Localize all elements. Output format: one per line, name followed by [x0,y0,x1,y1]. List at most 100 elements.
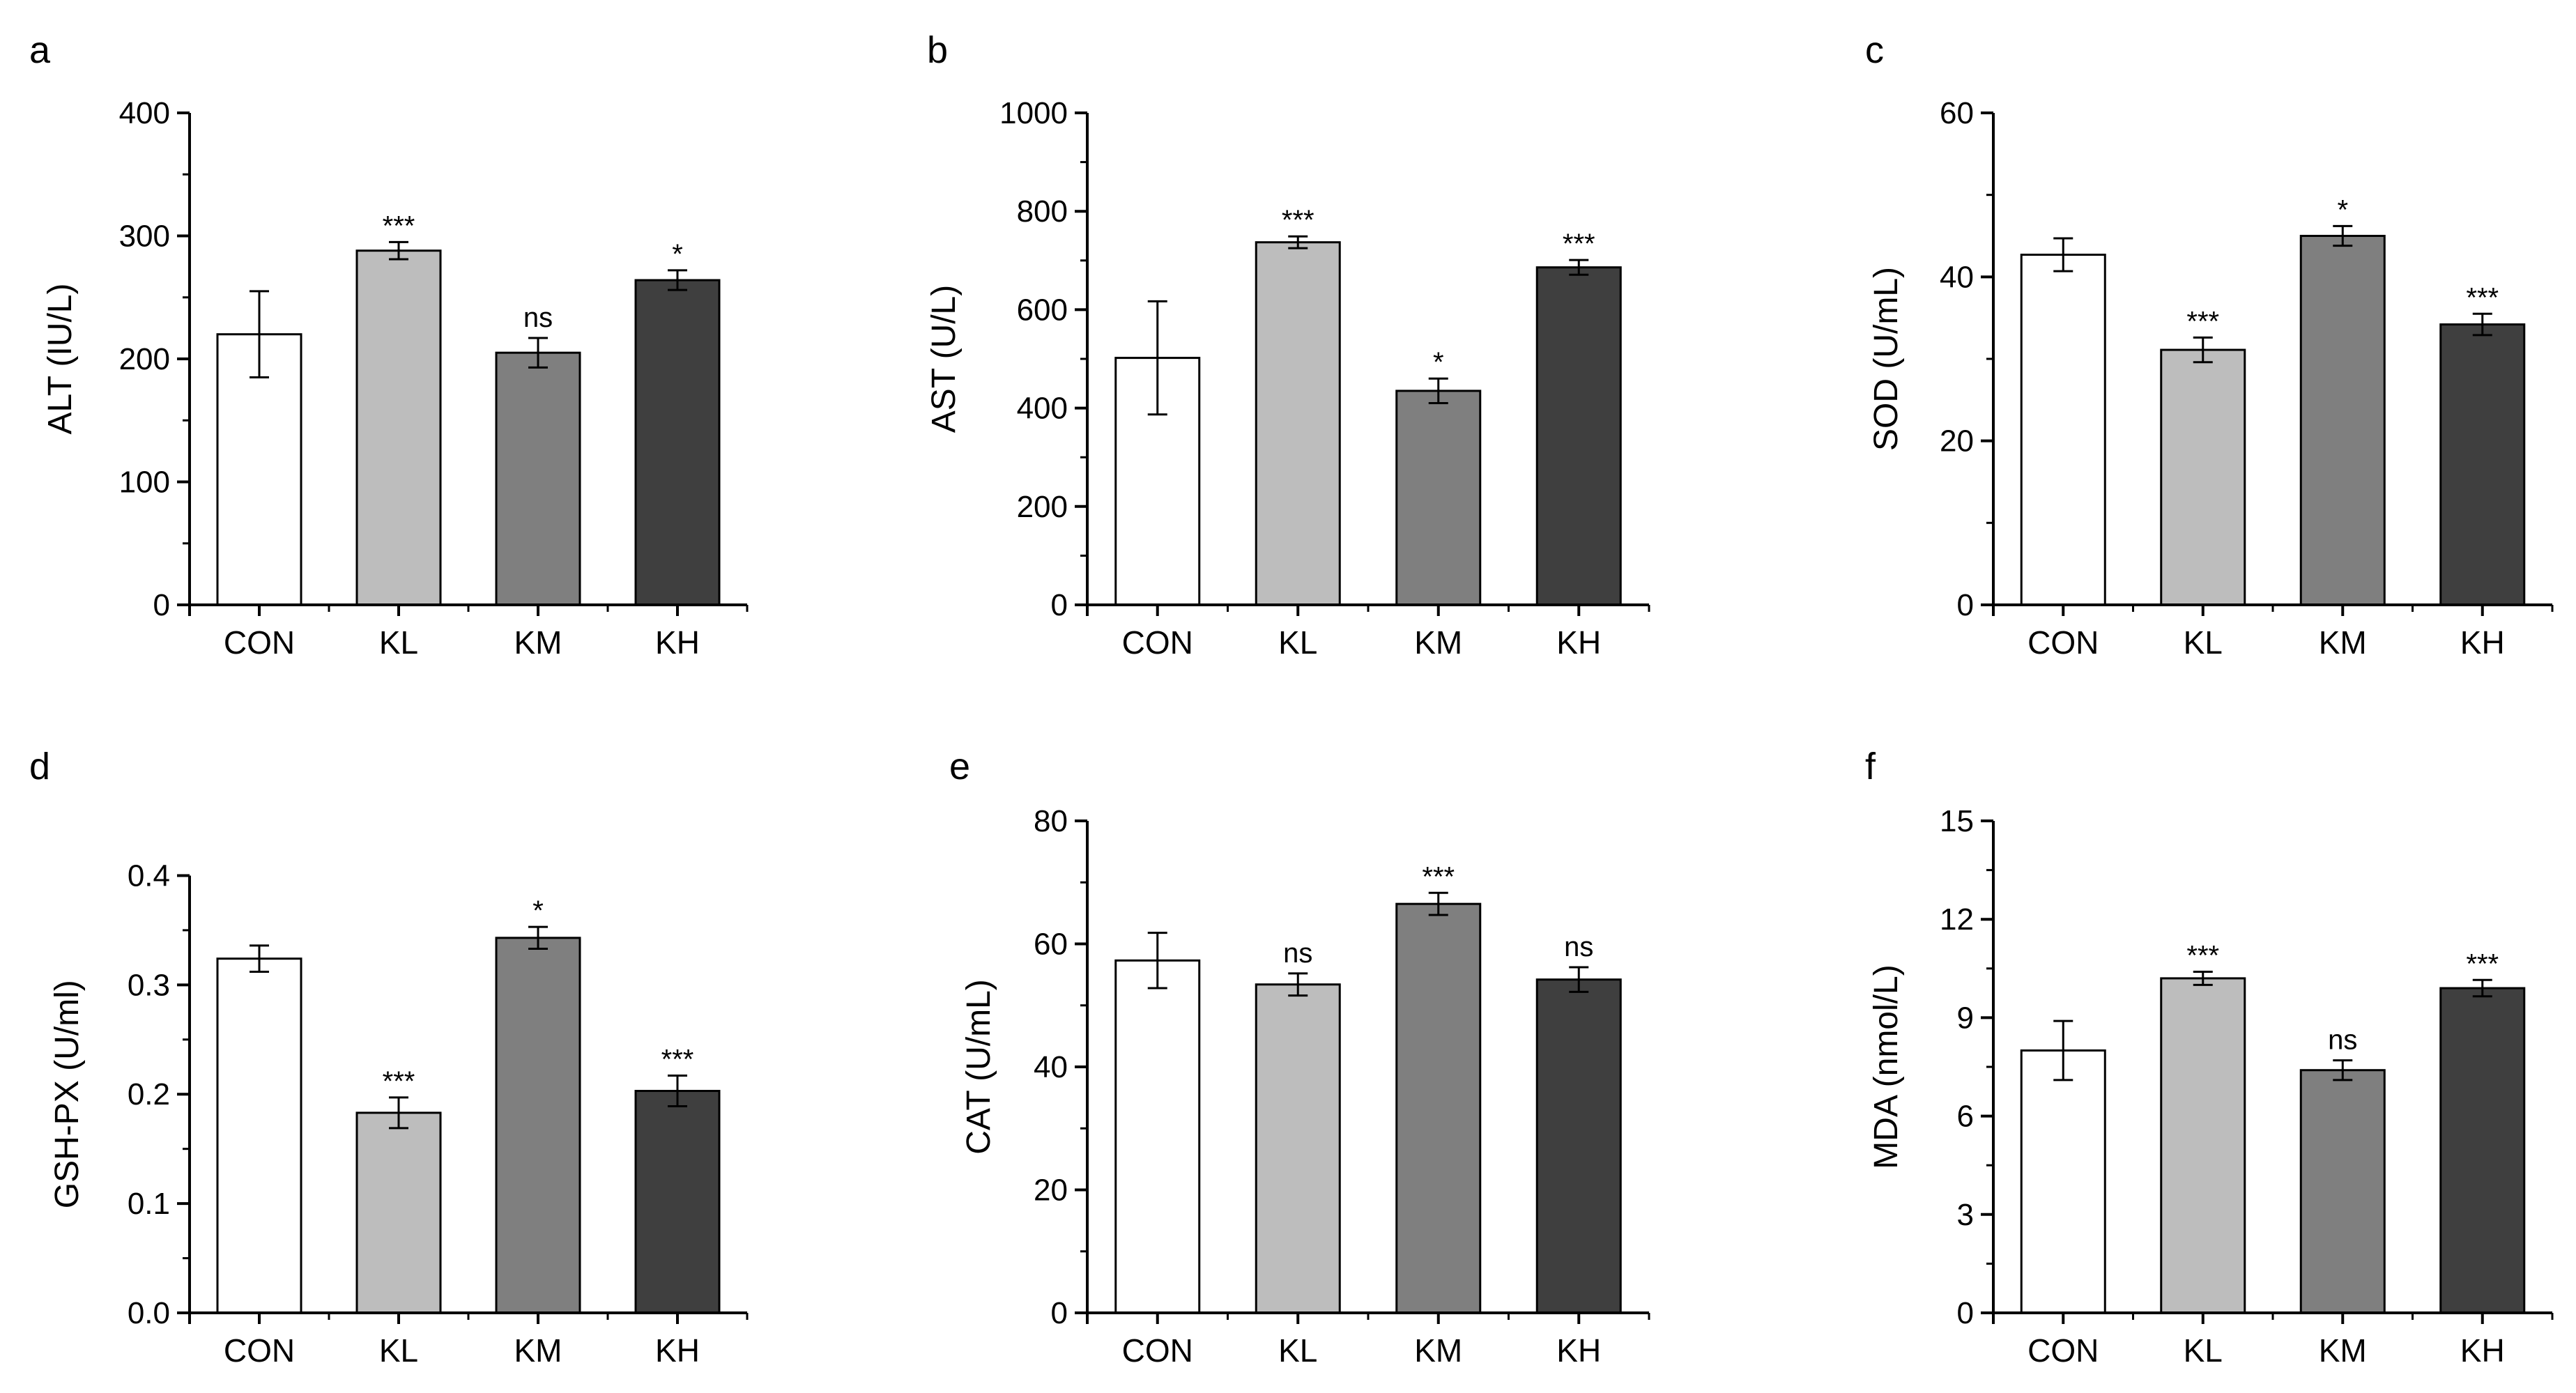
panel-letter: c [1865,29,1884,71]
error-bar [2333,224,2353,247]
y-tick-label: 3 [1957,1198,1974,1232]
significance-label: * [2337,194,2348,225]
x-category-label: KM [2319,624,2367,661]
y-tick-label: 0 [1051,588,1068,622]
bar-km [495,351,581,606]
x-category-label: KM [1414,1332,1462,1369]
x-category-label: KM [2319,1332,2367,1369]
significance-label: *** [1563,229,1595,259]
x-category-label: KH [1556,1332,1601,1369]
x-category-label: CON [1122,1332,1193,1369]
error-bar [2472,312,2492,337]
bar-kh [2439,323,2526,606]
panel-a: a *** ns * 0 100 200 300 400 CON KL KM KH ALT (IU/L) [29,29,749,661]
error-bar [2193,971,2213,986]
error-bar [668,1075,687,1107]
y-tick-label: 60 [1034,928,1068,962]
x-category-label: KM [514,1332,562,1369]
bar-kh [1535,266,1622,606]
x-category-label: KL [379,624,418,661]
bar-kl [2160,977,2246,1314]
x-category-label: CON [1122,624,1193,661]
panel-letter: d [29,746,50,787]
y-tick-label: 9 [1957,1001,1974,1035]
x-category-label: KL [2184,624,2223,661]
significance-label: ns [1564,932,1593,962]
x-category-label: KH [2460,1332,2505,1369]
significance-label: *** [1422,861,1455,892]
significance-label: ns [1283,938,1312,969]
y-tick-label: 600 [1017,293,1068,327]
significance-label: *** [383,1066,415,1097]
y-tick-label: 1000 [999,96,1068,130]
y-tick-label: 200 [1017,490,1068,524]
significance-label: *** [2186,306,2219,337]
y-axis-title: ALT (IU/L) [42,284,79,435]
error-bar [1288,235,1308,249]
panel-letter: e [949,746,970,787]
y-axis-title: GSH-PX (U/ml) [49,980,86,1208]
error-bar [1569,259,1589,276]
significance-label: *** [1282,205,1314,236]
error-bar [2333,1059,2353,1082]
significance-label: *** [2466,282,2499,313]
panel-letter: a [29,29,51,71]
x-category-label: CON [2027,624,2099,661]
bar-con [216,333,302,606]
y-tick-label: 0.3 [128,968,170,1002]
y-tick-label: 0 [1051,1296,1068,1330]
error-bar [1147,300,1167,416]
y-tick-label: 0 [153,588,170,622]
y-tick-label: 0 [1957,1296,1974,1330]
error-bar [2053,1019,2073,1082]
bar-km [2299,235,2386,606]
y-tick-label: 0.4 [128,859,170,893]
y-axis-title: CAT (U/mL) [960,979,997,1155]
error-bar [2472,978,2492,998]
y-axis-title: AST (U/L) [926,285,963,433]
panel-e: e ns *** ns 0 20 40 60 80 CON KL KM KH CAT (U/mL) [949,746,1650,1369]
error-bar [1569,966,1589,993]
error-bar [250,944,269,973]
y-tick-label: 400 [119,96,170,130]
error-bar [389,240,408,261]
panel-f: f *** ns *** 0 3 6 9 12 15 CON KL KM KH MDA (nmol/L) [1865,746,2554,1369]
significance-label: *** [2466,948,2499,979]
error-bar [250,290,269,378]
bar-kh [634,1090,721,1314]
significance-label: *** [661,1045,694,1075]
bar-kl [1255,983,1341,1314]
bar-km [495,937,581,1314]
y-axis-title: SOD (U/mL) [1868,267,1905,451]
bar-kh [1535,978,1622,1314]
y-tick-label: 0.0 [128,1296,170,1330]
y-tick-label: 12 [1940,902,1974,937]
x-category-label: CON [224,624,295,661]
bar-kl [2160,348,2246,606]
x-category-label: CON [224,1332,295,1369]
y-axis-title: MDA (nmol/L) [1868,964,1905,1169]
x-category-label: KH [655,1332,700,1369]
significance-label: *** [383,210,415,241]
y-tick-label: 0.1 [128,1187,170,1221]
bar-con [2020,254,2106,606]
y-tick-label: 20 [1034,1173,1068,1208]
x-category-label: KM [1414,624,1462,661]
bar-con [1114,959,1201,1314]
error-bar [1428,377,1448,405]
error-bar [528,337,548,369]
y-tick-label: 0.2 [128,1077,170,1111]
error-bar [389,1096,408,1130]
x-category-label: KL [2184,1332,2223,1369]
significance-label: ns [523,302,553,333]
bar-kl [355,249,442,606]
bar-kl [355,1111,442,1314]
significance-label: * [1433,347,1444,378]
bar-kl [1255,241,1341,606]
x-category-label: KL [379,1332,418,1369]
y-tick-label: 60 [1940,96,1974,130]
y-tick-label: 6 [1957,1100,1974,1134]
